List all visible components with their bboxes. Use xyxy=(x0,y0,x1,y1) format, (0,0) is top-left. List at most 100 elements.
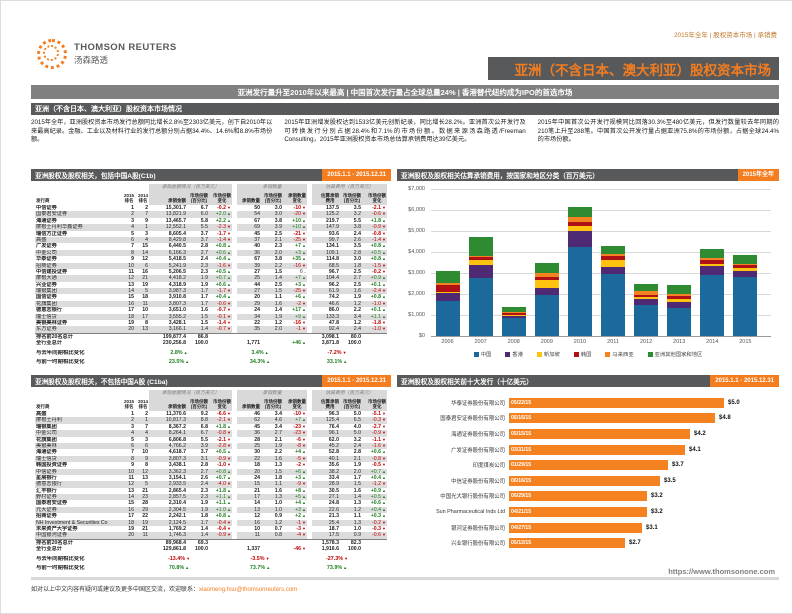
deal-date: 05/12/15 xyxy=(511,540,532,547)
total-fee: 3,098.1 xyxy=(312,332,340,340)
fee-cell: 22.6 xyxy=(312,506,340,514)
table-row: 汇丰银行 13 21 2,865.4 2.3 +1.8▲ 21 1.6 +8▲ 30.5 1.6 +0… xyxy=(35,488,387,494)
deal-bar: 06/16/15 xyxy=(509,413,715,424)
change-value: -0.4 xyxy=(217,526,227,533)
change-value: -4.0 xyxy=(217,481,227,488)
table-change-row: 与去年同期相比变化 -13.4%▼ -3.5%▼ -27.3%▼ xyxy=(35,556,387,562)
group-gap xyxy=(232,538,237,546)
market-share-cell: 2.3 xyxy=(200,268,208,275)
panel-title: 亚洲股权及股权相关，包括中国A股(C1b) xyxy=(35,173,156,180)
count-share-cell: 2.2 xyxy=(261,262,283,269)
fee-cell: 33.4 xyxy=(328,474,339,481)
rank-2015-cell: 1 xyxy=(131,411,134,417)
trend-icon: ▲ xyxy=(266,358,271,364)
thomsonone-url[interactable]: https://www.thomsonone.com xyxy=(668,567,775,576)
fee-change-pct: 73.9%▲ xyxy=(312,565,362,571)
fee-cell: 96.2 xyxy=(328,281,339,288)
table-row: 东方证券 20 13 3,166.1 1.4 -0.7▼ 35 2.0 -1▼ 92.4 2.4 -1… xyxy=(35,326,387,333)
change-value: -27.3% xyxy=(325,555,344,562)
contact-email-link[interactable]: xiaomeng.hsu@thomsonreuters.com xyxy=(199,587,298,593)
fee-share-cell: 3.0 xyxy=(353,256,361,263)
change-value: -25 xyxy=(293,236,302,243)
fee-cell: 96.7 xyxy=(328,268,339,275)
issuer-name-cell: 瑞士信贷 xyxy=(35,455,121,463)
fee-share-cell: 4.0 xyxy=(353,423,361,430)
trend-icon: ▼ xyxy=(382,205,386,210)
trend-icon: ▼ xyxy=(382,436,386,442)
trend-icon: ▼ xyxy=(382,481,386,487)
issue-count-cell: 10 xyxy=(254,526,260,533)
rank-2014-cell: 6 xyxy=(135,442,149,450)
date-range-badge: 2015.1.1 - 2015.12.31 xyxy=(322,169,391,181)
fee-share-change-cell: -0.9▼ xyxy=(362,224,387,231)
fee-share-cell: 2.5 xyxy=(353,268,361,275)
stacked-bar xyxy=(733,255,758,336)
fee-share-cell: 2.6 xyxy=(340,236,362,244)
count-change-cell: +6▲ xyxy=(283,294,307,300)
rank-2015-cell: 10 xyxy=(121,262,135,269)
issue-count-cell: 50 xyxy=(254,205,260,211)
total-fee-share: 82.3 xyxy=(340,538,362,546)
deal-row: 兴业银行股份有限公司 05/12/15 $2.7 xyxy=(397,535,779,551)
rank-2014-cell: 19 xyxy=(142,281,148,288)
column-header: 市场份额 (百分比) xyxy=(340,397,362,411)
fee-share-change-cell: +1.1▲ xyxy=(362,313,387,321)
change-value: +5 xyxy=(295,494,302,501)
count-change-cell: +17▲ xyxy=(283,307,307,313)
fee-share-change-cell: +0.1▲ xyxy=(362,307,387,313)
bar-segment xyxy=(700,248,725,259)
issue-count-cell: 25 xyxy=(237,442,261,450)
issue-count-cell: 45 xyxy=(254,423,260,430)
issue-count-cell: 44 xyxy=(254,281,260,288)
bar-segment xyxy=(601,260,625,267)
change-value: -1.5 xyxy=(372,262,382,269)
fee-cell: 46.6 xyxy=(312,300,340,308)
bar-segment xyxy=(534,277,559,281)
deal-bar: 05/22/15 xyxy=(509,397,724,408)
market-share-cell: 2.8 xyxy=(200,462,208,469)
count-share-cell: 3.0 xyxy=(261,211,283,218)
trend-icon: ▼ xyxy=(302,532,306,538)
change-value: -1.2 xyxy=(372,481,382,488)
issue-count-cell: 22 xyxy=(254,320,260,327)
market-share-cell: 2.6 xyxy=(200,474,208,481)
bar-segment xyxy=(733,277,758,336)
count-change-cell: +7▲ xyxy=(283,243,307,249)
count-change-cell: +5▲ xyxy=(283,494,307,501)
share-change-cell: +0.6▲ xyxy=(209,282,232,288)
bar-segment xyxy=(501,311,526,314)
trend-icon: ▼ xyxy=(227,436,231,442)
column-header: 承销数量 变化 xyxy=(283,191,307,205)
bar-segment xyxy=(601,256,625,261)
fee-share-change-cell: -1.1▼ xyxy=(362,437,387,443)
legend-item: 马来西亚 xyxy=(605,350,634,358)
rank-2015-cell: 20 xyxy=(121,532,135,539)
fee-cell: 99.7 xyxy=(312,236,340,244)
rank-2014-cell: 3 xyxy=(145,436,148,443)
count-share-cell: 1.0 xyxy=(261,506,283,514)
trend-icon: ▼ xyxy=(302,423,306,429)
deal-row: Sun Pharmaceutical Inds Ltd 04/21/15 $3.2 xyxy=(397,504,779,520)
market-share-cell: 1.7 xyxy=(200,294,208,301)
fee-cell: 17.5 xyxy=(312,532,340,539)
issue-count-cell: 25 xyxy=(237,275,261,282)
trend-icon: ▲ xyxy=(382,449,386,455)
total-count-change: -46▼ xyxy=(283,546,307,552)
change-value: +7 xyxy=(295,275,302,282)
total-proceeds: 129,861.8 xyxy=(162,546,186,553)
change-value: -16 xyxy=(293,320,302,327)
fee-share-cell: 5.5 xyxy=(353,217,361,224)
count-share-cell: 1.1 xyxy=(274,294,282,301)
rank-2014-cell: 10 xyxy=(142,449,148,456)
trend-icon: ▲ xyxy=(382,494,386,500)
issue-count-cell: 46 xyxy=(254,411,260,417)
panel-title: 亚洲股权及股权相关，不包括中国A股 (C1ba) xyxy=(35,379,168,386)
trend-icon: ▲ xyxy=(382,275,386,281)
trend-icon: ▲ xyxy=(302,340,306,346)
table-row: 华泰证券 9 12 5,418.5 2.4 +0.4▲ 67 3.8 +35▲ 114.8 3.0 +… xyxy=(35,256,387,262)
fee-share-cell: 2.5 xyxy=(353,281,361,288)
share-change-cell: +0.6▲ xyxy=(209,249,232,257)
panel-header: 亚洲股权及股权相关前十大发行（十亿美元） 2015.1.1 - 2015.12.… xyxy=(397,375,779,387)
market-share-cell: 6.0 xyxy=(187,211,209,218)
issuer-name-cell: 韩国投资证券 xyxy=(36,462,68,469)
